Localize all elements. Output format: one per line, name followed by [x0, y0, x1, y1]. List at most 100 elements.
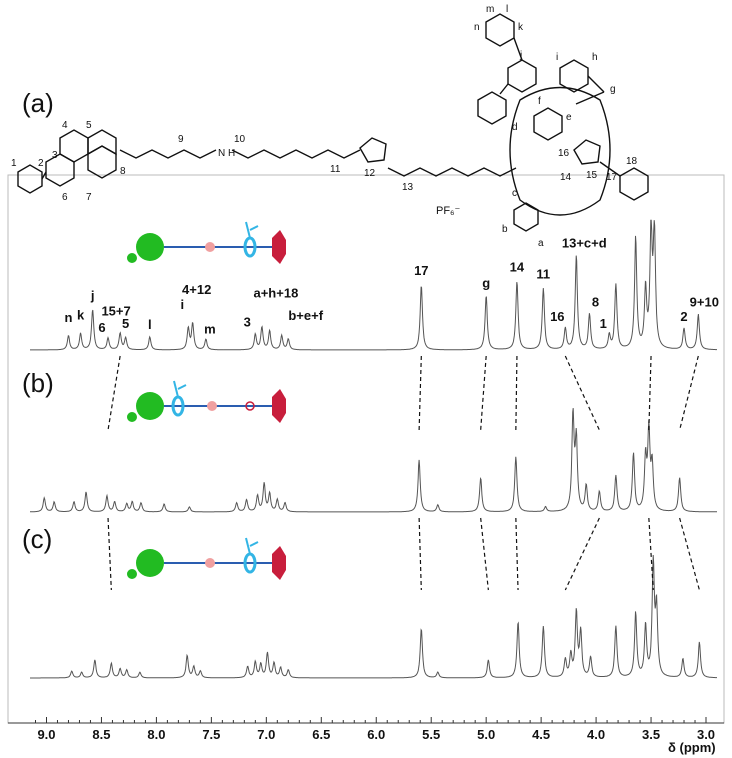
x-tick-label: 6.0: [367, 727, 385, 742]
x-tick-label: 7.5: [202, 727, 220, 742]
mol-label-5: 5: [86, 120, 92, 131]
mol-label-3: 3: [52, 150, 58, 161]
mol-label-13: 13: [402, 182, 414, 193]
pyridine-top: [485, 13, 515, 47]
mol-label-h: h: [592, 52, 598, 63]
central-pyridine: [507, 59, 537, 93]
x-tick-label: 8.5: [92, 727, 110, 742]
mol-label-14: 14: [560, 172, 572, 183]
mol-label-1: 1: [11, 158, 17, 169]
mol-label-17: 17: [606, 172, 618, 183]
dialkoxy-benzene: [533, 107, 563, 141]
mol-label-b: b: [502, 224, 508, 235]
mol-label-a: a: [538, 238, 544, 249]
mol-label-n: n: [474, 22, 480, 33]
peak-label: 13+c+d: [562, 236, 607, 251]
correlation-dash: [480, 355, 487, 431]
peak-label: m: [204, 321, 216, 336]
peak-label: 8: [592, 295, 599, 310]
mol-label-d: d: [512, 122, 518, 133]
alkyl-chain-left: [119, 149, 217, 159]
triazolium-ring: [573, 139, 601, 165]
cartoon-a: [127, 221, 286, 264]
x-tick-label: 3.0: [697, 727, 715, 742]
peak-label: 11: [536, 267, 550, 282]
spectrum-trace-c: [30, 554, 717, 679]
mol-label-7: 7: [86, 192, 92, 203]
correlation-dash: [648, 355, 652, 431]
correlation-lines: [107, 355, 700, 591]
spectrum-trace-b: [30, 408, 717, 513]
crown-benzene: [513, 202, 539, 232]
correlation-dash: [107, 517, 112, 591]
peak-label: g: [482, 276, 490, 291]
mol-label-l: l: [506, 4, 508, 15]
mol-label-4: 4: [62, 120, 68, 131]
amine-label: N H: [218, 148, 235, 159]
peak-label: 5: [122, 316, 129, 331]
panel-label-a: (a): [22, 88, 54, 118]
phenyl-ring: [559, 59, 589, 93]
mol-label-k: k: [518, 22, 524, 33]
crown-macrocycle: [509, 86, 611, 216]
naphthalene-ring-left2: [45, 153, 75, 187]
ether-chain: [387, 167, 517, 177]
peak-label: 9+10: [690, 295, 719, 310]
x-tick-label: 5.0: [477, 727, 495, 742]
mol-label-2: 2: [38, 158, 44, 169]
peak-label: 16: [550, 309, 564, 324]
mol-label-j: j: [519, 50, 522, 61]
mesityl-stopper: [619, 167, 649, 201]
x-tick-label: 3.5: [642, 727, 660, 742]
peak-label: b+e+f: [288, 308, 323, 323]
mol-label-16: 16: [558, 148, 570, 159]
peak-label: 14: [510, 260, 525, 275]
mol-label-9: 9: [178, 134, 184, 145]
mol-label-g: g: [610, 84, 616, 95]
triazole-ring: [359, 137, 387, 163]
correlation-dash: [480, 517, 489, 591]
mol-label-m: m: [486, 4, 494, 15]
peak-label: 15+7: [101, 304, 130, 319]
peak-label: l: [148, 317, 152, 332]
counterion-label: PF₆⁻: [436, 205, 460, 217]
correlation-dash: [564, 355, 600, 431]
x-axis: 9.0 8.5 8.0 7.5 7.0 6.5 6.0 5.5 5.0 4.5 4.0 3.5 3.0: [8, 717, 724, 742]
x-tick-label: 6.5: [312, 727, 330, 742]
mol-label-8: 8: [120, 166, 126, 177]
mol-label-6: 6: [62, 192, 68, 203]
spectra-layer: [30, 219, 717, 679]
cartoon-c: [127, 537, 286, 580]
peak-label: k: [77, 308, 85, 323]
x-tick-label: 4.5: [532, 727, 550, 742]
mol-label-10: 10: [234, 134, 246, 145]
correlation-dash: [107, 355, 121, 431]
peak-label-layer: n kj 615+75 l i4+12 m 3a+h+18 b+e+f 17 g 14 11 16 13+…: [65, 236, 719, 337]
peak-label: 6: [98, 320, 105, 335]
x-tick-label: 4.0: [587, 727, 605, 742]
correlation-dash: [515, 517, 519, 591]
panel-label-c: (c): [22, 524, 52, 554]
mol-label-e: e: [566, 112, 572, 123]
peak-label: 17: [414, 263, 428, 278]
pyridine-bottom: [477, 91, 507, 125]
mol-label-12: 12: [364, 168, 376, 179]
cartoon-b: [127, 380, 286, 423]
spectrum-trace-a: [30, 219, 717, 351]
correlation-dash: [679, 517, 700, 591]
mol-label-18: 18: [626, 156, 638, 167]
correlation-dash: [648, 517, 654, 591]
x-axis-label: δ (ppm): [668, 740, 716, 755]
mol-label-i: i: [556, 52, 558, 63]
x-tick-label: 5.5: [422, 727, 440, 742]
panel-label-b: (b): [22, 368, 54, 398]
correlation-dash: [515, 355, 518, 431]
peak-label: j: [90, 288, 95, 303]
mol-label-15: 15: [586, 170, 598, 181]
x-tick-label: 7.0: [257, 727, 275, 742]
mol-label-c: c: [512, 188, 517, 199]
morpholine-ring: [17, 164, 43, 194]
peak-label: 1: [600, 316, 607, 331]
peak-label: a+h+18: [253, 286, 298, 301]
